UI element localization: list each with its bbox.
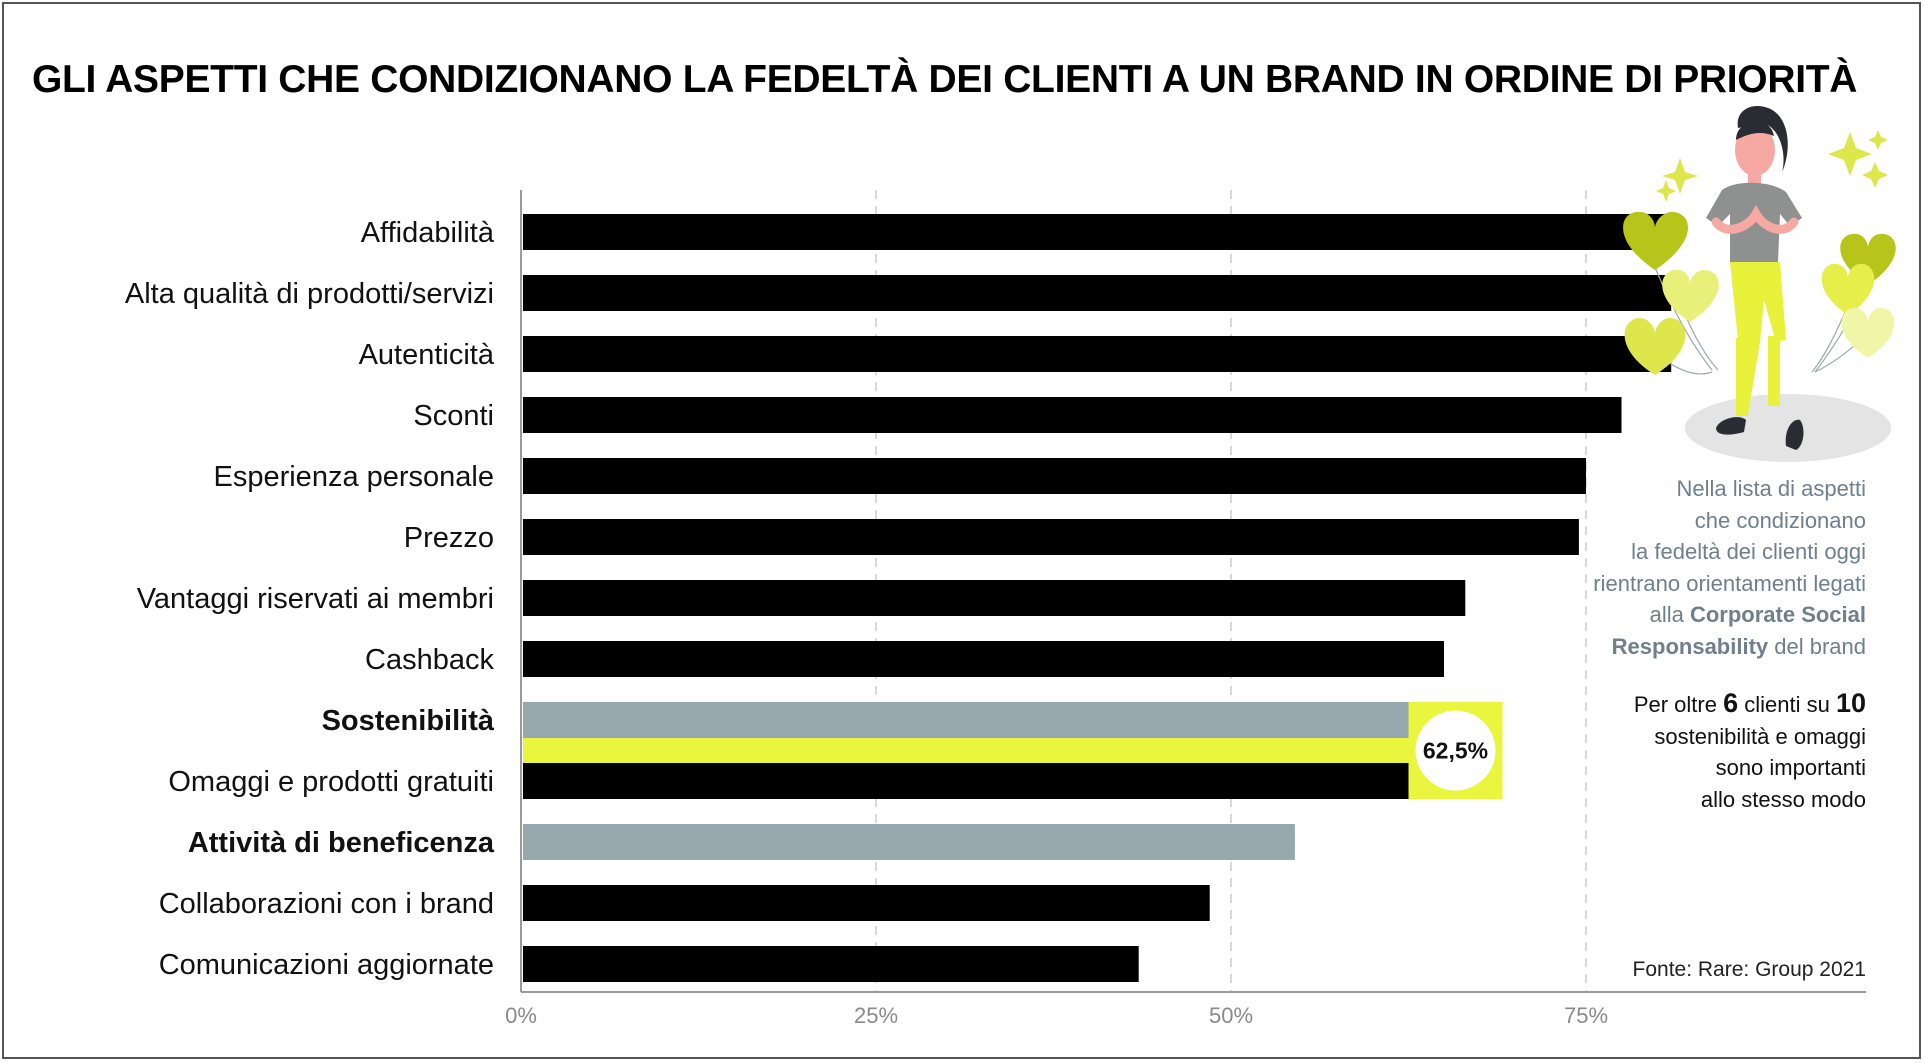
category-labels: Affidabilità Alta qualità di prodotti/ser…	[125, 217, 495, 981]
bar-7	[523, 641, 1444, 677]
chart-title: GLI ASPETTI CHE CONDIZIONANO LA FEDELTÀ …	[32, 58, 1858, 101]
category-label: Prezzo	[404, 522, 494, 554]
bars: 62,5%	[523, 214, 1672, 982]
source-note: Fonte: Rare: Group 2021	[1632, 958, 1866, 981]
six-line: sostenibilità e omaggi	[1654, 723, 1866, 749]
category-label: Sostenibilità	[322, 705, 495, 737]
x-axis-ticks: 0% 25% 50% 75%	[505, 1003, 1608, 1028]
bar-2	[523, 336, 1672, 372]
bar-0	[523, 214, 1672, 250]
ten-number: 10	[1835, 688, 1866, 718]
csr-prefix: alla	[1649, 602, 1690, 627]
category-label: Vantaggi riservati ai membri	[137, 583, 494, 615]
bar-1	[523, 275, 1672, 311]
category-label: Alta qualità di prodotti/servizi	[125, 278, 494, 310]
csr-suffix: del brand	[1768, 633, 1866, 659]
value-badge	[1415, 710, 1496, 791]
x-tick-label: 25%	[854, 1003, 898, 1028]
x-tick-label: 75%	[1564, 1003, 1608, 1028]
csr-bold-1: Corporate Social	[1689, 602, 1866, 627]
csr-line: la fedeltà dei clienti oggi	[1631, 539, 1866, 564]
category-label: Attività di beneficenza	[188, 827, 495, 859]
category-label: Autenticità	[359, 339, 495, 371]
category-label: Omaggi e prodotti gratuiti	[168, 766, 494, 798]
six-number: 6	[1723, 688, 1739, 718]
csr-line: Nella lista di aspetti	[1676, 476, 1866, 501]
six-text-c: clienti su	[1738, 692, 1836, 717]
bar-9	[523, 763, 1409, 799]
category-label: Affidabilità	[361, 217, 495, 249]
bar-11	[523, 885, 1210, 921]
six-line: allo stesso modo	[1700, 786, 1866, 812]
category-label: Sconti	[413, 400, 494, 432]
six-text-a: Per oltre	[1633, 692, 1724, 717]
x-tick-label: 50%	[1209, 1003, 1253, 1028]
csr-line: che condizionano	[1694, 507, 1866, 533]
category-label: Esperienza personale	[213, 461, 494, 493]
csr-line: rientrano orientamenti legati	[1593, 570, 1866, 596]
bar-8	[523, 702, 1409, 738]
x-tick-label: 0%	[505, 1003, 537, 1028]
bar-10	[523, 824, 1295, 860]
bar-3	[523, 397, 1622, 433]
value-badge-label: 62,5%	[1423, 738, 1488, 764]
bar-12	[523, 946, 1139, 982]
csr-note: Nella lista di aspetti che condizionano …	[1520, 473, 1866, 662]
six-out-of-ten-note: Per oltre 6 clienti su 10 sostenibilità …	[1560, 688, 1866, 815]
csr-line: alla Corporate Social	[1520, 599, 1866, 631]
category-label: Cashback	[365, 644, 494, 676]
woman-heart-balloons-illustration	[1623, 106, 1896, 462]
category-label: Comunicazioni aggiornate	[159, 949, 494, 981]
bar-5	[523, 519, 1579, 555]
bar-6	[523, 580, 1466, 616]
six-line: Per oltre 6 clienti su 10	[1560, 688, 1866, 721]
csr-line: Responsability del brand	[1520, 631, 1866, 663]
bar-4	[523, 458, 1586, 494]
six-line: sono importanti	[1715, 755, 1866, 780]
csr-bold-2: Responsability	[1611, 633, 1769, 659]
category-label: Collaborazioni con i brand	[159, 888, 494, 920]
